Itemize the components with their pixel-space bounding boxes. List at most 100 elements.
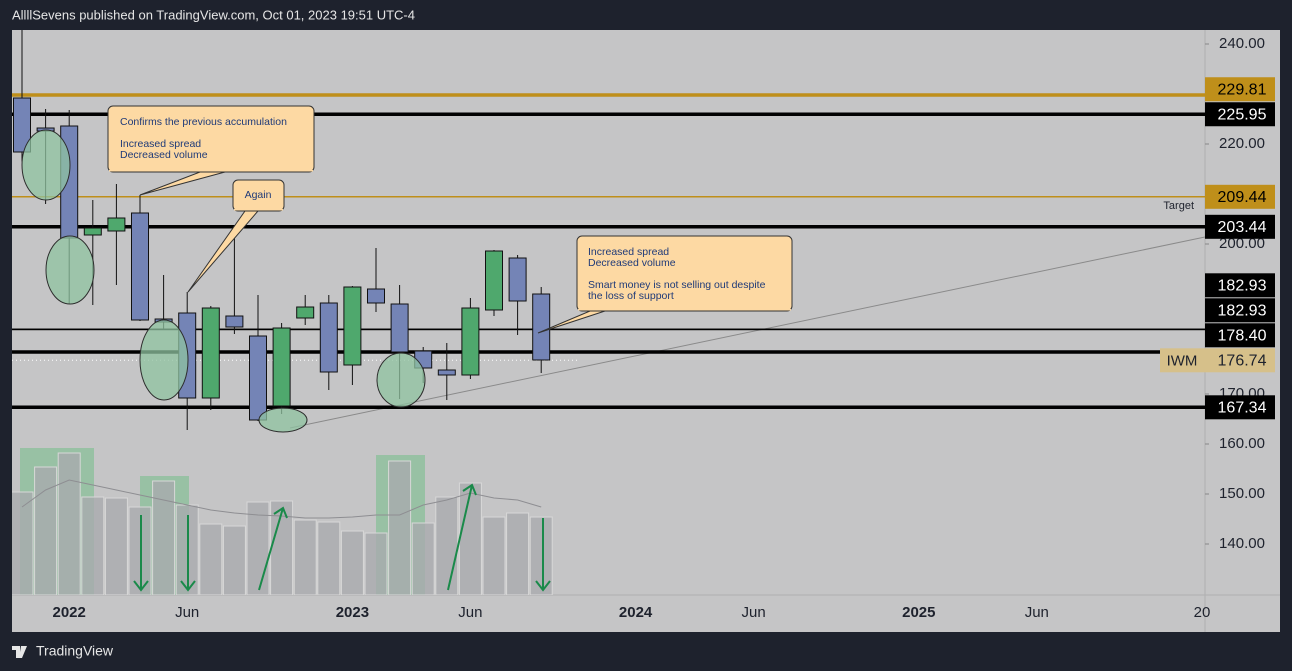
- y-tick-label: 140.00: [1219, 535, 1265, 552]
- candle-body: [485, 250, 503, 311]
- pane: Target Confirms the previous accumulatio…: [12, 30, 1205, 595]
- volume-bar: [411, 522, 435, 595]
- price-label: 182.93: [1218, 278, 1267, 295]
- candle-body: [272, 327, 291, 407]
- candle-body: [107, 217, 126, 232]
- callout-seam: [234, 209, 283, 211]
- callout-text: Increased spread: [588, 246, 669, 258]
- candle-body: [249, 335, 267, 421]
- candle-body: [532, 293, 551, 361]
- candle-body: [437, 369, 456, 376]
- volume-bar: [482, 516, 506, 595]
- ellipse: [376, 352, 426, 408]
- callout-box: [232, 179, 285, 212]
- x-tick-label: 2025: [902, 604, 935, 621]
- callout-seam: [109, 170, 313, 172]
- arrow: [133, 515, 149, 592]
- volume-bar: [152, 480, 176, 595]
- symbol-box: [1160, 348, 1205, 373]
- arrow: [447, 483, 477, 591]
- callout-seam: [578, 309, 791, 311]
- price-label: 203.44: [1218, 219, 1267, 236]
- price-label: 167.34: [1218, 400, 1267, 417]
- x-tick-label: Jun: [742, 604, 766, 621]
- arrow: [535, 518, 551, 592]
- volume-bar: [199, 523, 223, 595]
- volume-bar: [222, 525, 246, 595]
- y-tick-label: 160.00: [1219, 435, 1265, 452]
- candle-body: [508, 257, 527, 302]
- volume-bar: [340, 530, 364, 595]
- candle-body: [83, 227, 102, 236]
- callout-box: [107, 105, 315, 173]
- x-tick-label: 20: [1194, 604, 1211, 621]
- callout-box: [576, 235, 793, 312]
- x-tick-label: Jun: [175, 604, 199, 621]
- volume-bar: [388, 460, 412, 595]
- price-label: 229.81: [1218, 81, 1267, 98]
- candle-body: [319, 302, 338, 373]
- ellipse: [258, 407, 308, 433]
- header: AllllSevens published on TradingView.com…: [12, 7, 415, 22]
- price-label-box: [1205, 102, 1275, 127]
- price-label-box: [1205, 184, 1275, 209]
- price-label-box: [1205, 273, 1275, 298]
- price-label: 209.44: [1218, 189, 1267, 206]
- candle-body: [390, 303, 409, 353]
- volume-bar: [364, 532, 388, 595]
- volume-bar: [12, 491, 34, 595]
- candle-body: [461, 307, 480, 376]
- target-label: Target: [1163, 200, 1194, 212]
- symbol-label: IWM: [1167, 352, 1198, 369]
- volume-bar: [529, 516, 553, 595]
- x-tick-label: 2022: [53, 604, 86, 621]
- candle-body: [296, 306, 315, 319]
- callout-text: Decreased volume: [120, 149, 208, 161]
- x-tick-label: Jun: [1025, 604, 1049, 621]
- candle-body: [13, 97, 31, 153]
- x-tick-label: 2024: [619, 604, 653, 621]
- candle-body: [225, 315, 244, 328]
- price-label: 182.93: [1218, 303, 1267, 320]
- price-label-box: [1205, 77, 1275, 102]
- ellipse: [45, 235, 95, 305]
- price-label-box: [1205, 323, 1275, 348]
- volume-bar: [81, 496, 105, 595]
- price-label: 178.40: [1218, 328, 1267, 345]
- x-tick-label: 2023: [336, 604, 369, 621]
- candle-body: [367, 288, 385, 304]
- callout-text: Smart money is not selling out despite: [588, 279, 766, 291]
- volume-bar: [317, 521, 341, 595]
- price-label: 176.74: [1218, 353, 1267, 370]
- callout-text: the loss of support: [588, 290, 674, 302]
- ellipse: [21, 129, 71, 201]
- volume-bar: [57, 452, 81, 595]
- y-tick-label: 200.00: [1219, 235, 1265, 252]
- y-tick-label: 240.00: [1219, 35, 1265, 52]
- candle-body: [201, 307, 220, 399]
- volume-bar: [104, 497, 128, 595]
- volume-bar: [435, 496, 459, 595]
- callout-text: Decreased volume: [588, 257, 676, 269]
- price-label-box: [1205, 348, 1275, 373]
- logo-icon: [12, 646, 27, 658]
- arrow: [180, 515, 196, 592]
- price-label-box: [1205, 395, 1275, 420]
- candle-body: [343, 286, 362, 366]
- x-tick-label: Jun: [458, 604, 482, 621]
- price-label: 225.95: [1218, 106, 1267, 123]
- y-tick-label: 150.00: [1219, 485, 1265, 502]
- volume-bar: [506, 512, 530, 595]
- callout-text: Increased spread: [120, 138, 201, 150]
- volume-bar: [293, 519, 317, 595]
- footer-logo: TradingView: [36, 643, 114, 659]
- ellipse: [139, 319, 189, 401]
- volume-bar: [458, 482, 482, 595]
- callout-text: Again: [245, 189, 272, 201]
- y-tick-label: 220.00: [1219, 135, 1265, 152]
- volume-bar: [34, 466, 58, 595]
- price-label-box: [1205, 214, 1275, 239]
- price-label-box: [1205, 298, 1275, 323]
